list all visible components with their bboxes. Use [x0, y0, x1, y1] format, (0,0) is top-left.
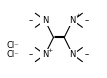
- Text: –: –: [85, 50, 89, 59]
- Text: Cl⁻: Cl⁻: [6, 41, 19, 50]
- Text: Cl⁻: Cl⁻: [6, 50, 19, 59]
- Text: –: –: [29, 16, 33, 25]
- Text: –: –: [85, 16, 89, 25]
- Text: N: N: [70, 50, 76, 59]
- Text: +: +: [47, 48, 53, 53]
- Text: –: –: [29, 50, 33, 59]
- Text: N: N: [42, 16, 48, 25]
- Text: N: N: [42, 50, 48, 59]
- Text: N: N: [70, 16, 76, 25]
- Text: +: +: [75, 13, 80, 18]
